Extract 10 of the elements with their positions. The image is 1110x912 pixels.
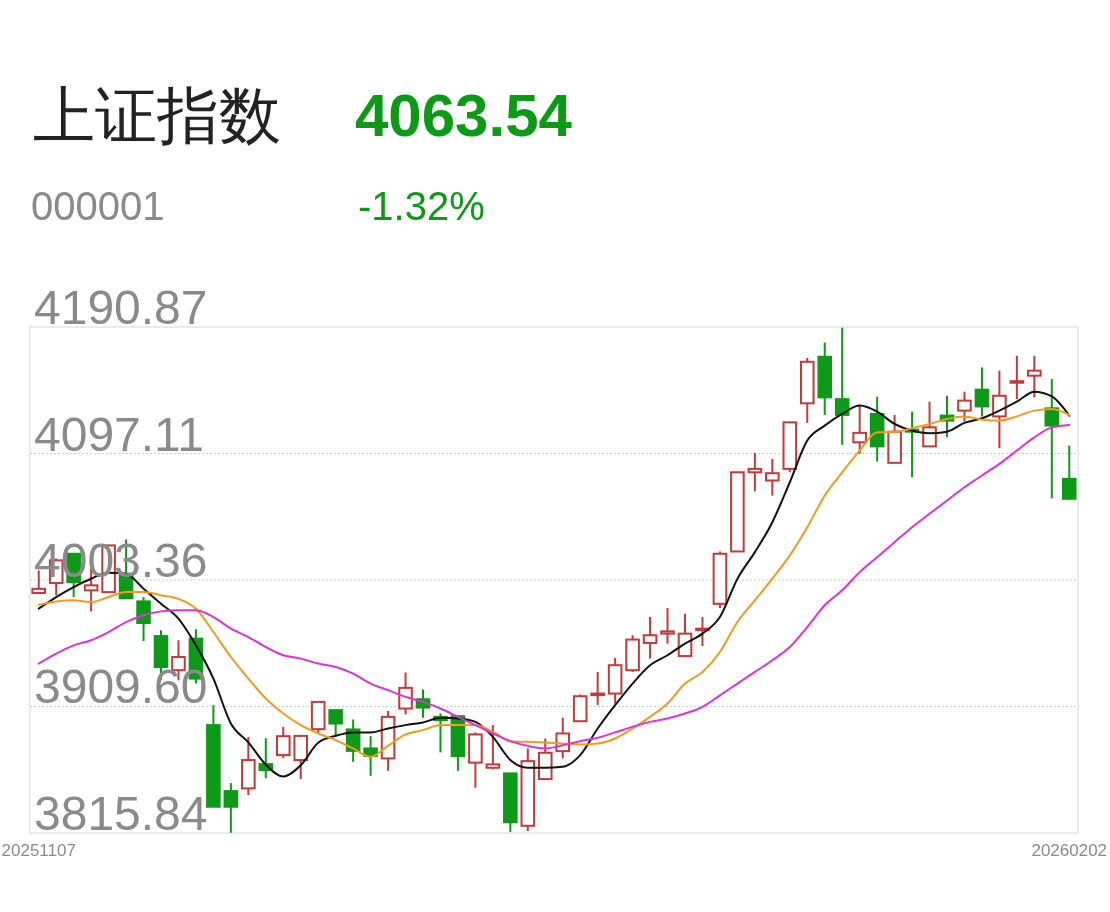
chart-subtitle: 000001 <box>31 184 165 228</box>
text: 4063.54 <box>355 82 573 149</box>
y-tick-label: 3909.60 <box>34 660 208 714</box>
chart-title: 上证指数 <box>33 81 281 150</box>
y-tick-label: 4097.11 <box>34 407 204 461</box>
x-tick-label: 20260202 <box>1031 841 1108 860</box>
x-tick-label: 20251107 <box>1 841 76 860</box>
y-tick-label: 3815.84 <box>34 787 208 840</box>
y-tick-label: 4190.87 <box>34 281 208 334</box>
text: -1.32% <box>358 184 485 228</box>
